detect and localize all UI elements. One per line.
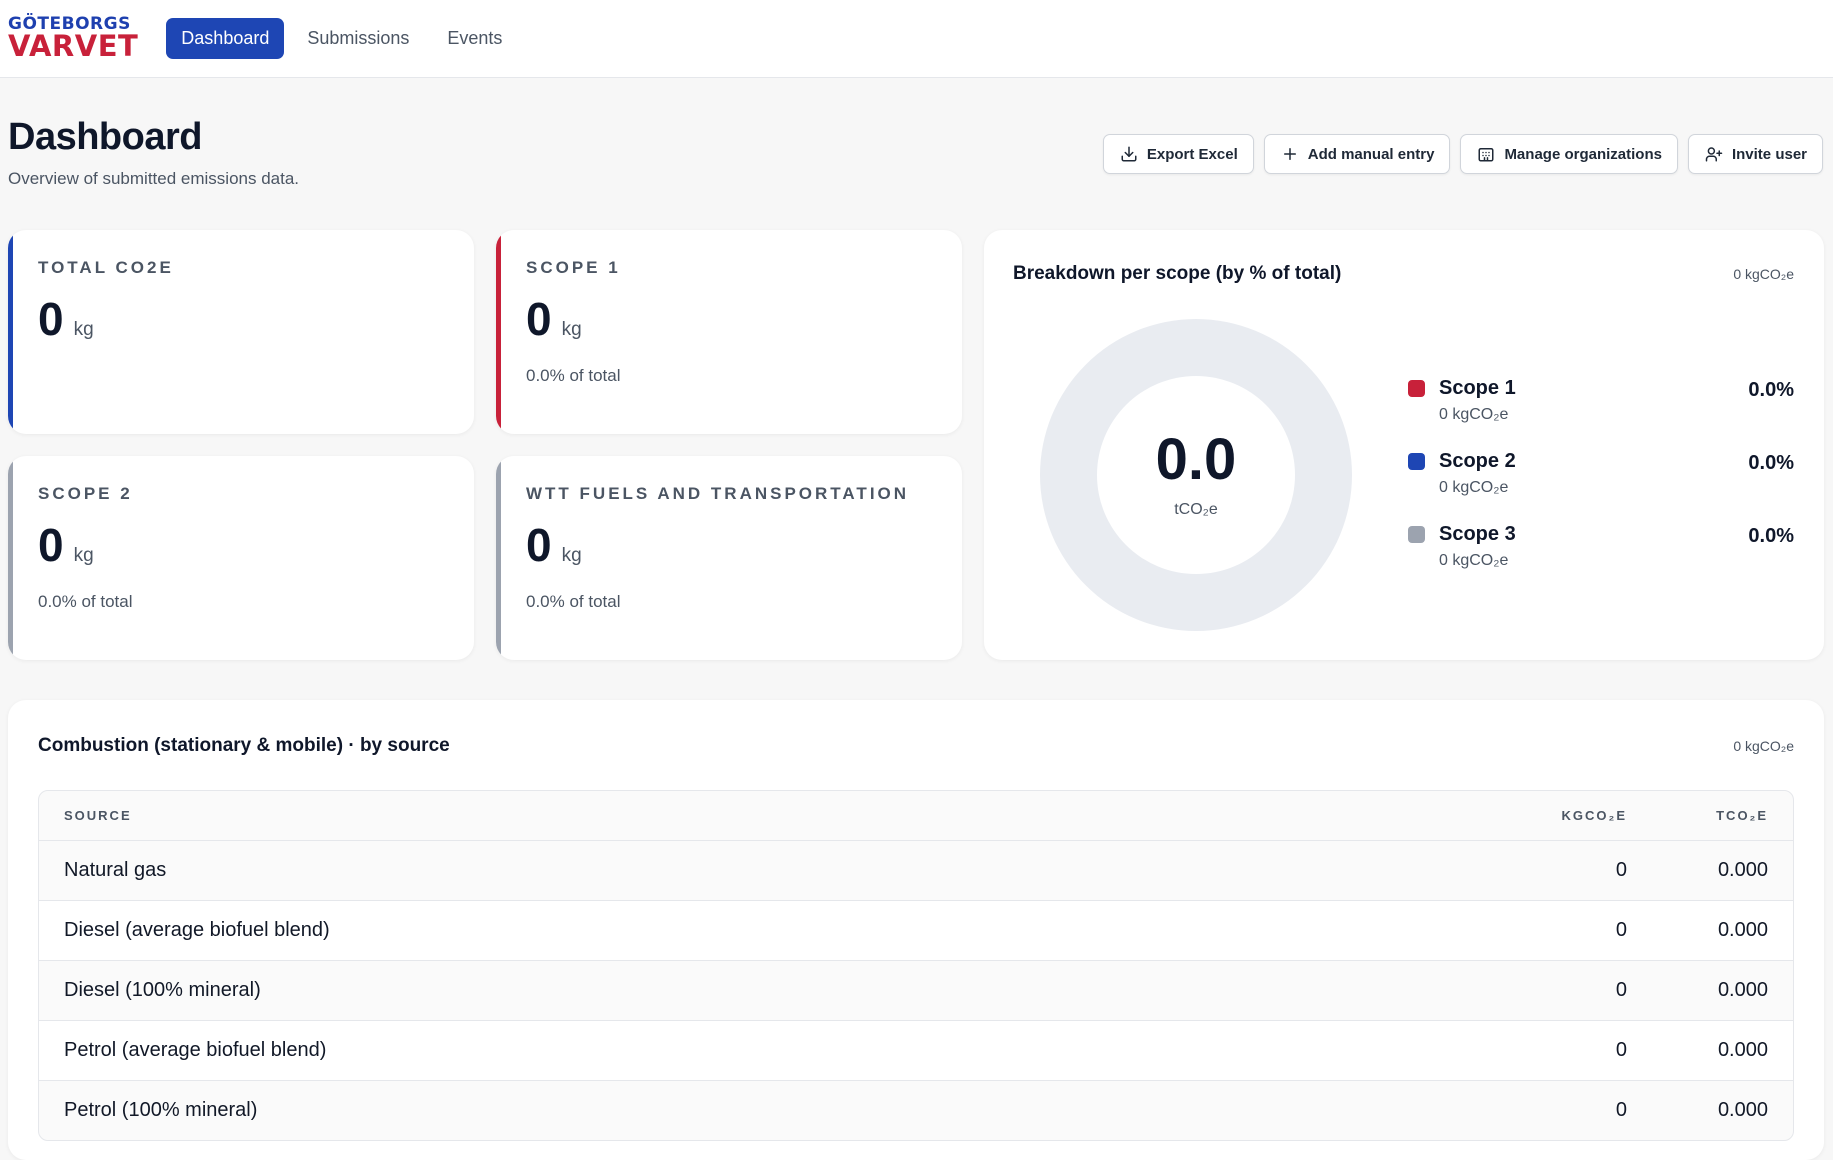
table-row: Petrol (100% mineral) 0 0.000 [39, 1080, 1793, 1140]
logo-text-top: GÖTEBORGS [8, 14, 131, 34]
legend-percent: 0.0% [1748, 379, 1794, 401]
legend-name: Scope 2 [1439, 450, 1516, 472]
manage-organizations-button[interactable]: Manage organizations [1460, 134, 1678, 174]
export-excel-label: Export Excel [1146, 145, 1238, 163]
header-actions: Export Excel Add manual entry Manage org… [1102, 134, 1823, 174]
user-plus-icon [1705, 147, 1723, 162]
row-source: Diesel (average biofuel blend) [64, 919, 330, 941]
combustion-title: Combustion (stationary & mobile) · by so… [38, 735, 450, 756]
scope-breakdown-panel: Breakdown per scope (by % of total) 0 kg… [984, 230, 1824, 660]
legend-amount: 0 kgCO₂e [1439, 552, 1509, 569]
legend-name: Scope 1 [1439, 377, 1516, 399]
card-value: 0 [526, 519, 552, 571]
card-label: WTT FUELS AND TRANSPORTATION [526, 484, 910, 503]
row-tco2e: 0.000 [1717, 919, 1768, 941]
card-scope-1: SCOPE 1 0 kg 0.0% of total [496, 230, 962, 434]
building-icon [1478, 148, 1494, 162]
legend-item-scope-3: Scope 3 0 kgCO₂e 0.0% [1408, 523, 1794, 596]
column-header-tco2e: TCO₂E [1716, 808, 1768, 823]
row-source: Natural gas [64, 859, 167, 881]
card-unit: kg [73, 545, 94, 566]
invite-user-label: Invite user [1731, 145, 1807, 163]
goteborgsvarvet-logo[interactable]: GÖTEBORGS VARVET [8, 16, 138, 61]
row-kgco2e: 0 [1615, 979, 1627, 1001]
card-label: TOTAL CO2E [38, 258, 174, 277]
add-manual-entry-label: Add manual entry [1307, 145, 1435, 163]
table-row: Diesel (100% mineral) 0 0.000 [39, 960, 1793, 1020]
combustion-total: 0 kgCO₂e [1733, 738, 1794, 754]
card-share-of-total: 0.0% of total [38, 592, 133, 611]
main-nav: Dashboard Submissions Events [166, 18, 517, 59]
add-manual-entry-button[interactable]: Add manual entry [1263, 134, 1451, 174]
legend-swatch [1408, 453, 1425, 470]
donut-center-value: 0.0 [1155, 427, 1237, 492]
card-share-of-total: 0.0% of total [526, 592, 621, 611]
legend-percent: 0.0% [1748, 525, 1794, 547]
row-kgco2e: 0 [1615, 1039, 1627, 1061]
legend-amount: 0 kgCO₂e [1439, 406, 1509, 423]
legend-item-scope-1: Scope 1 0 kgCO₂e 0.0% [1408, 377, 1794, 450]
plus-icon [1283, 148, 1296, 160]
row-tco2e: 0.000 [1717, 1099, 1768, 1121]
row-tco2e: 0.000 [1717, 1039, 1768, 1061]
export-excel-button[interactable]: Export Excel [1102, 134, 1254, 174]
card-scope-2: SCOPE 2 0 kg 0.0% of total [8, 456, 474, 660]
table-row: Diesel (average biofuel blend) 0 0.000 [39, 900, 1793, 960]
row-source: Petrol (average biofuel blend) [64, 1039, 327, 1061]
card-wtt-fuels: WTT FUELS AND TRANSPORTATION 0 kg 0.0% o… [496, 456, 962, 660]
nav-events[interactable]: Events [447, 28, 503, 48]
nav-submissions[interactable]: Submissions [307, 28, 410, 48]
card-value: 0 [526, 293, 552, 345]
invite-user-button[interactable]: Invite user [1687, 134, 1823, 174]
row-kgco2e: 0 [1615, 859, 1627, 881]
card-unit: kg [561, 319, 582, 340]
card-value: 0 [38, 293, 64, 345]
page-subtitle: Overview of submitted emissions data. [8, 169, 300, 188]
breakdown-title: Breakdown per scope (by % of total) [1013, 263, 1342, 284]
row-kgco2e: 0 [1615, 1099, 1627, 1121]
combustion-table: SOURCE KGCO₂E TCO₂E Natural gas 0 0.000 … [38, 790, 1794, 1141]
legend-swatch [1408, 380, 1425, 397]
row-tco2e: 0.000 [1717, 979, 1768, 1001]
card-value: 0 [38, 519, 64, 571]
top-navigation-bar: GÖTEBORGS VARVET Dashboard Submissions E… [0, 0, 1833, 78]
row-source: Diesel (100% mineral) [64, 979, 261, 1001]
card-label: SCOPE 2 [38, 484, 133, 503]
row-kgco2e: 0 [1615, 919, 1627, 941]
legend-name: Scope 3 [1439, 523, 1516, 545]
table-header: SOURCE KGCO₂E TCO₂E [39, 791, 1793, 840]
nav-dashboard[interactable]: Dashboard [166, 18, 285, 59]
row-source: Petrol (100% mineral) [64, 1099, 258, 1121]
card-total-co2e: TOTAL CO2E 0 kg [8, 230, 474, 434]
page-title: Dashboard [8, 116, 202, 158]
donut-center-unit: tCO₂e [1174, 501, 1218, 518]
donut-chart: 0.0 tCO₂e [1040, 319, 1352, 631]
breakdown-legend: Scope 1 0 kgCO₂e 0.0% Scope 2 0 kgCO₂e 0… [1408, 377, 1794, 596]
card-unit: kg [561, 545, 582, 566]
manage-organizations-label: Manage organizations [1504, 145, 1662, 163]
card-label: SCOPE 1 [526, 258, 621, 277]
legend-item-scope-2: Scope 2 0 kgCO₂e 0.0% [1408, 450, 1794, 523]
column-header-kgco2e: KGCO₂E [1561, 808, 1627, 823]
legend-amount: 0 kgCO₂e [1439, 479, 1509, 496]
download-icon [1121, 146, 1137, 162]
page-header: Dashboard Overview of submitted emission… [0, 78, 1833, 308]
breakdown-total: 0 kgCO₂e [1733, 266, 1794, 282]
donut-center: 0.0 tCO₂e [1097, 376, 1295, 574]
card-share-of-total: 0.0% of total [526, 366, 621, 385]
column-header-source: SOURCE [64, 808, 132, 823]
card-unit: kg [73, 319, 94, 340]
combustion-panel: Combustion (stationary & mobile) · by so… [8, 700, 1824, 1160]
table-row: Petrol (average biofuel blend) 0 0.000 [39, 1020, 1793, 1080]
row-tco2e: 0.000 [1717, 859, 1768, 881]
legend-percent: 0.0% [1748, 452, 1794, 474]
logo-text-bottom: VARVET [8, 29, 139, 63]
table-row: Natural gas 0 0.000 [39, 840, 1793, 900]
legend-swatch [1408, 526, 1425, 543]
